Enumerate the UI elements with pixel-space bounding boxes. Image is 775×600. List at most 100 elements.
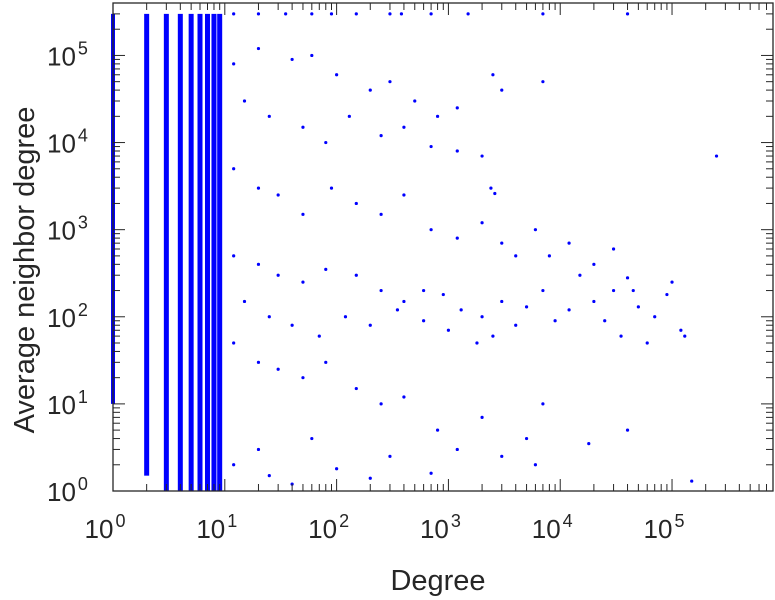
dense-column-9: [217, 13, 223, 492]
data-point: [329, 186, 334, 190]
data-point: [402, 193, 406, 197]
data-point: [714, 154, 719, 158]
data-point: [256, 12, 261, 16]
data-point: [232, 254, 236, 258]
data-point: [324, 267, 328, 271]
data-point: [232, 463, 236, 467]
data-point: [619, 334, 623, 338]
data-point: [603, 319, 607, 323]
dense-column-2: [144, 13, 150, 476]
y-tick-label: 10 0: [47, 474, 88, 507]
data-point: [422, 288, 426, 293]
data-point: [587, 442, 591, 446]
data-point: [402, 299, 406, 304]
data-point: [388, 454, 392, 458]
data-point: [500, 241, 504, 245]
data-point: [631, 288, 635, 293]
dense-column-5: [188, 13, 194, 492]
data-point: [491, 334, 495, 338]
data-point: [368, 476, 372, 480]
data-point: [324, 360, 328, 364]
data-point: [402, 395, 406, 399]
y-tick-label: 10 4: [47, 126, 88, 159]
y-tick-label: 10 3: [47, 213, 88, 246]
y-tick-label: 10 1: [47, 387, 88, 420]
data-point: [625, 276, 630, 280]
data-point: [317, 334, 321, 338]
data-point: [402, 125, 406, 129]
data-point: [301, 376, 305, 380]
data-point: [301, 212, 305, 216]
data-point: [242, 99, 247, 103]
data-point: [665, 292, 669, 297]
data-point: [480, 415, 484, 419]
data-point: [310, 12, 314, 16]
data-point: [276, 367, 280, 371]
data-point: [455, 447, 459, 452]
data-point: [429, 144, 433, 149]
data-point: [429, 471, 433, 475]
data-point: [567, 308, 571, 312]
data-point: [379, 402, 383, 406]
data-point: [491, 73, 495, 77]
dense-column-3: [163, 13, 169, 492]
data-point: [533, 228, 538, 232]
data-point: [422, 319, 426, 323]
x-tick-label: 10 3: [420, 511, 461, 544]
x-tick-label: 10 2: [308, 511, 349, 544]
data-point: [441, 292, 445, 297]
data-point: [413, 99, 417, 103]
data-point: [368, 88, 372, 92]
data-point: [395, 308, 400, 312]
data-point: [232, 341, 236, 345]
data-point: [267, 315, 271, 319]
data-point: [514, 254, 518, 258]
data-point: [533, 463, 538, 467]
data-point: [256, 186, 261, 190]
data-point: [493, 191, 497, 196]
dense-column-4: [177, 13, 183, 492]
data-point: [290, 323, 294, 327]
x-tick-label: 10 0: [85, 511, 126, 544]
data-point: [310, 436, 314, 441]
data-point: [368, 323, 372, 327]
data-point: [500, 299, 504, 304]
data-point: [232, 62, 236, 66]
data-point: [388, 80, 392, 84]
data-point: [625, 12, 630, 16]
data-point: [399, 12, 404, 16]
data-point: [653, 315, 657, 319]
data-point: [310, 53, 314, 58]
data-point: [435, 114, 440, 118]
axis-ticks: [112, 2, 774, 492]
data-point: [480, 315, 484, 319]
data-point: [480, 154, 484, 158]
data-point: [455, 236, 459, 240]
data-point: [480, 221, 484, 225]
data-point: [232, 12, 236, 16]
data-point: [429, 12, 433, 16]
data-point: [335, 73, 339, 77]
data-point: [489, 186, 493, 190]
data-point: [435, 428, 440, 432]
x-tick-label: 10 5: [644, 511, 685, 544]
data-point: [324, 140, 328, 145]
data-point: [354, 201, 358, 206]
data-point: [354, 386, 358, 391]
data-point: [347, 114, 351, 118]
x-axis-title: Degree: [390, 565, 485, 597]
data-point: [242, 299, 247, 304]
dense-point-layer: [111, 13, 223, 492]
data-point: [446, 328, 451, 332]
data-point: [690, 479, 694, 483]
data-point: [256, 262, 261, 266]
scatter-points: [232, 12, 719, 486]
y-axis-title: Average neighbor degree: [9, 107, 41, 434]
data-point: [541, 12, 545, 16]
data-point: [592, 262, 596, 266]
data-point: [567, 241, 571, 245]
data-point: [276, 273, 280, 277]
data-point: [267, 474, 271, 478]
